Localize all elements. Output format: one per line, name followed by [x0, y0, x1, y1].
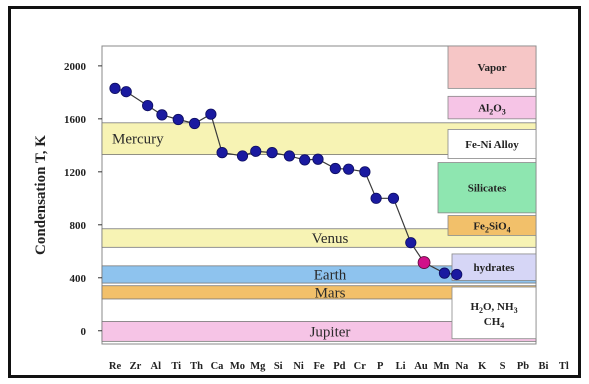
x-tick-k: K — [478, 361, 487, 372]
zone-label-hydrates: hydrates — [474, 262, 516, 274]
data-point-20 — [417, 256, 431, 269]
zone-silicates — [437, 162, 537, 214]
y-tick-1600: 1600 — [64, 114, 87, 126]
band-label-mars: Mars — [315, 285, 346, 301]
y-tick-0: 0 — [81, 326, 87, 338]
x-tick-au: Au — [414, 361, 428, 372]
zone-label-vapor: Vapor — [478, 62, 507, 74]
x-tick-ca: Ca — [211, 361, 225, 372]
data-point-8 — [236, 150, 249, 162]
x-tick-mn: Mn — [434, 361, 450, 372]
x-tick-re: Re — [109, 361, 122, 372]
x-tick-al: Al — [151, 361, 162, 372]
band-venus — [101, 228, 537, 248]
zone-label-al2o3: Al2O3 — [478, 103, 506, 117]
x-tick-tl: Tl — [559, 361, 569, 372]
data-point-7 — [216, 147, 228, 159]
data-point-22 — [451, 268, 463, 281]
x-tick-ti: Ti — [171, 361, 181, 372]
zone-label-fe2sio4: Fe2SiO4 — [473, 220, 510, 234]
data-point-18 — [387, 192, 400, 204]
data-point-3 — [156, 109, 168, 121]
data-point-1 — [120, 86, 132, 98]
x-tick-mo: Mo — [230, 361, 245, 372]
zone-label-fe-ni-alloy: Fe-Ni Alloy — [465, 139, 519, 151]
data-point-0 — [109, 82, 121, 94]
data-point-6 — [205, 108, 217, 120]
band-label-jupiter: Jupiter — [310, 324, 351, 340]
x-tick-pd: Pd — [333, 361, 345, 372]
zone-hydrates — [451, 253, 537, 281]
x-tick-th: Th — [190, 361, 203, 372]
zone-vapor — [447, 45, 537, 89]
zone-label-silicates: Silicates — [468, 183, 507, 195]
data-point-11 — [283, 150, 296, 162]
x-tick-na: Na — [455, 361, 469, 372]
data-point-13 — [312, 153, 324, 165]
data-point-2 — [142, 100, 154, 112]
data-point-4 — [172, 113, 184, 126]
data-point-5 — [188, 117, 201, 130]
x-tick-cr: Cr — [354, 361, 367, 372]
x-tick-pb: Pb — [517, 361, 529, 372]
band-label-earth: Earth — [314, 267, 347, 283]
y-tick-400: 400 — [70, 273, 87, 285]
data-point-19 — [405, 237, 417, 249]
data-point-12 — [299, 154, 311, 166]
x-tick-mg: Mg — [250, 361, 266, 372]
zone-h2o-nh3-ch4 — [451, 286, 537, 340]
data-point-21 — [438, 267, 451, 279]
band-label-mercury: Mercury — [112, 132, 164, 148]
x-tick-zr: Zr — [130, 361, 142, 372]
x-tick-si: Si — [274, 361, 283, 372]
x-tick-ni: Ni — [293, 361, 304, 372]
data-point-16 — [359, 166, 371, 178]
zone-fe2sio4 — [447, 215, 537, 236]
band-label-venus: Venus — [312, 231, 349, 247]
x-tick-p: P — [377, 361, 384, 372]
zone-al2o3 — [447, 95, 537, 120]
data-point-9 — [250, 145, 262, 157]
data-point-17 — [370, 192, 382, 204]
y-tick-800: 800 — [70, 220, 87, 232]
y-tick-1200: 1200 — [64, 167, 87, 179]
y-axis-label: Condensation T, K — [33, 135, 49, 255]
x-tick-bi: Bi — [538, 361, 548, 372]
data-point-10 — [266, 147, 278, 159]
x-tick-fe: Fe — [313, 361, 324, 372]
x-tick-li: Li — [396, 361, 406, 372]
zone-fe-ni-alloy — [447, 129, 537, 159]
data-point-15 — [342, 163, 355, 175]
data-point-14 — [329, 162, 341, 175]
y-tick-2000: 2000 — [64, 61, 87, 73]
x-tick-s: S — [500, 361, 506, 372]
